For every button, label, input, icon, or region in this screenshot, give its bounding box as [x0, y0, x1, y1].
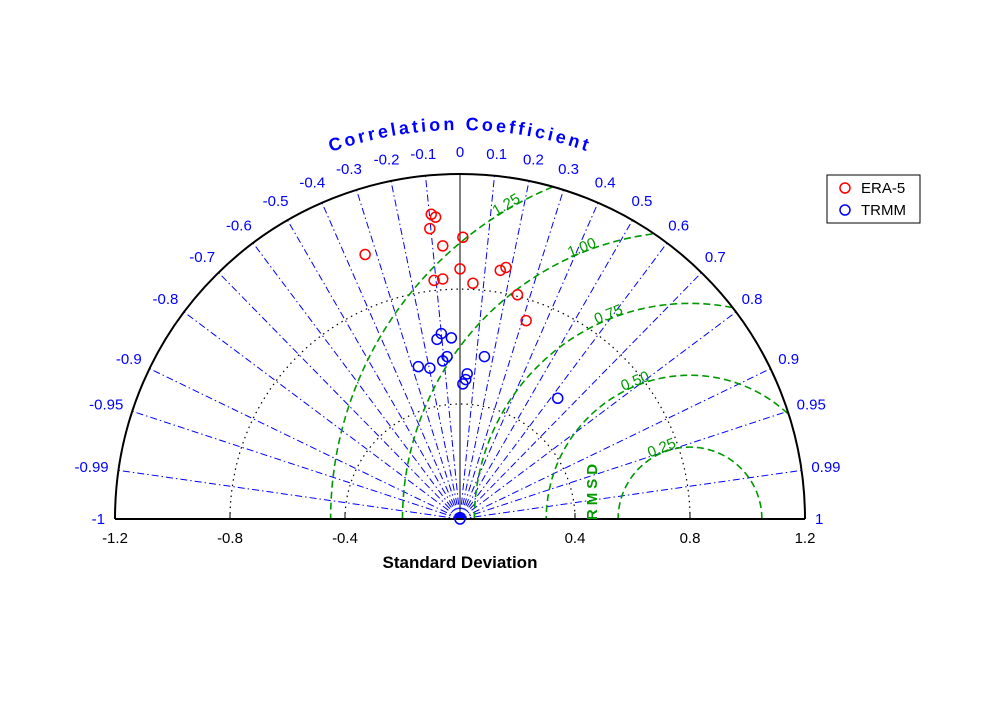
correlation-tick-label: -0.4	[299, 175, 325, 192]
era-5-point	[500, 261, 512, 274]
correlation-line	[118, 469, 461, 520]
correlation-tick-label: -0.1	[410, 146, 436, 163]
correlation-tick-label: -0.6	[226, 217, 252, 234]
era-5-point	[437, 273, 449, 285]
sd-tick-label: 1.2	[795, 530, 816, 547]
era-5-point	[457, 231, 469, 243]
rms-contour-label: 0.25	[645, 435, 678, 462]
correlation-tick-label: 0.95	[797, 396, 826, 413]
correlation-tick-label: 0.4	[595, 175, 616, 192]
legend-marker	[839, 182, 851, 194]
era-5-point	[454, 263, 466, 275]
sd-tick-label: 0.4	[565, 530, 586, 547]
correlation-line	[132, 410, 461, 520]
correlation-tick-label: 0	[456, 144, 464, 161]
sd-tick-label: -0.8	[217, 530, 243, 547]
outer-arc	[114, 173, 806, 520]
era-5-point	[467, 277, 479, 289]
correlation-tick-label: 1	[815, 511, 823, 528]
correlation-tick-label: -0.95	[89, 396, 123, 413]
sd-tick-labels: -1.2 -0.8 -0.4 0.4 0.8 1.2	[102, 513, 815, 547]
trmm-point	[445, 332, 458, 344]
legend-marker	[839, 204, 851, 216]
rms-contour-1	[545, 374, 789, 520]
correlation-tick-label: -0.2	[374, 151, 400, 168]
trmm-point	[461, 368, 473, 380]
correlation-line	[149, 368, 461, 520]
sd-tick-label: 0.8	[680, 530, 701, 547]
trmm-point	[457, 378, 469, 390]
rms-contour-0	[617, 446, 763, 520]
era-5-point	[424, 222, 436, 235]
correlation-tick-label: -0.8	[153, 291, 179, 308]
correlation-tick-label: 0.3	[558, 161, 579, 178]
legend-label: TRMM	[861, 202, 906, 219]
trmm-point	[552, 392, 564, 404]
sd-tick-label: -0.4	[332, 530, 358, 547]
correlation-line	[356, 189, 461, 520]
correlation-tick-label: 0.6	[668, 217, 689, 234]
correlation-line	[183, 311, 461, 520]
era-5-point	[359, 248, 371, 261]
era-5-point	[511, 289, 524, 301]
correlation-tick-label: -0.7	[189, 249, 215, 266]
era-5-point	[437, 240, 449, 252]
trmm-point	[431, 333, 443, 346]
correlation-tick-label: 0.9	[778, 351, 799, 368]
rms-contour-label: 1.25	[489, 190, 523, 219]
correlation-line	[459, 189, 564, 520]
correlation-tick-label: 0.7	[705, 249, 726, 266]
data-points	[359, 208, 564, 525]
correlation-tick-label: -0.5	[263, 193, 289, 210]
rms-contour-label: 1.00	[565, 234, 598, 261]
correlation-tick-label: -0.99	[74, 459, 108, 476]
rms-contours	[329, 186, 789, 520]
correlation-tick-label: 0.5	[632, 193, 653, 210]
rms-contour-2	[473, 302, 733, 520]
trmm-point	[412, 360, 425, 373]
correlation-tick-label: -1	[92, 511, 105, 528]
correlation-line	[459, 272, 702, 520]
rms-contour-label: 0.50	[618, 368, 651, 395]
x-axis-label: Standard Deviation	[383, 553, 538, 572]
rms-contour-label: 0.75	[592, 301, 625, 328]
rms-contour-labels: 0.25 0.50 0.75 1.00 1.25	[489, 190, 678, 461]
correlation-tick-label: 0.1	[486, 146, 507, 163]
correlation-tick-label: 0.99	[811, 459, 840, 476]
trmm-point	[478, 350, 491, 363]
rmsd-title: RMSD	[584, 460, 601, 520]
correlation-line	[459, 368, 771, 520]
rms-contour-4	[329, 186, 553, 520]
trmm-point	[437, 355, 449, 367]
correlation-tick-labels: -1 -0.99 -0.95 -0.9 -0.8 -0.7 -0.6 -0.5 -0.4 -0.3…	[74, 144, 840, 528]
correlation-tick-label: 0.2	[523, 151, 544, 168]
correlation-tick-label: -0.9	[116, 351, 142, 368]
correlation-line	[218, 272, 461, 520]
legend-label: ERA-5	[861, 180, 905, 197]
correlation-tick-label: 0.8	[742, 291, 763, 308]
sd-tick-label: -1.2	[102, 530, 128, 547]
correlation-line	[459, 180, 530, 520]
correlation-tick-label: -0.3	[336, 161, 362, 178]
correlation-lines	[118, 174, 802, 520]
era-5-point	[428, 274, 440, 287]
era-5-point	[425, 208, 437, 220]
trmm-point	[424, 362, 436, 374]
era-5-point	[494, 264, 506, 277]
rms-contour-3	[401, 233, 653, 520]
legend: ERA-5 TRMM	[826, 174, 921, 224]
era-5-point	[520, 314, 532, 327]
trmm-point	[454, 513, 466, 525]
correlation-line	[252, 242, 461, 520]
rmsd-title-text: RMSD	[584, 460, 601, 520]
